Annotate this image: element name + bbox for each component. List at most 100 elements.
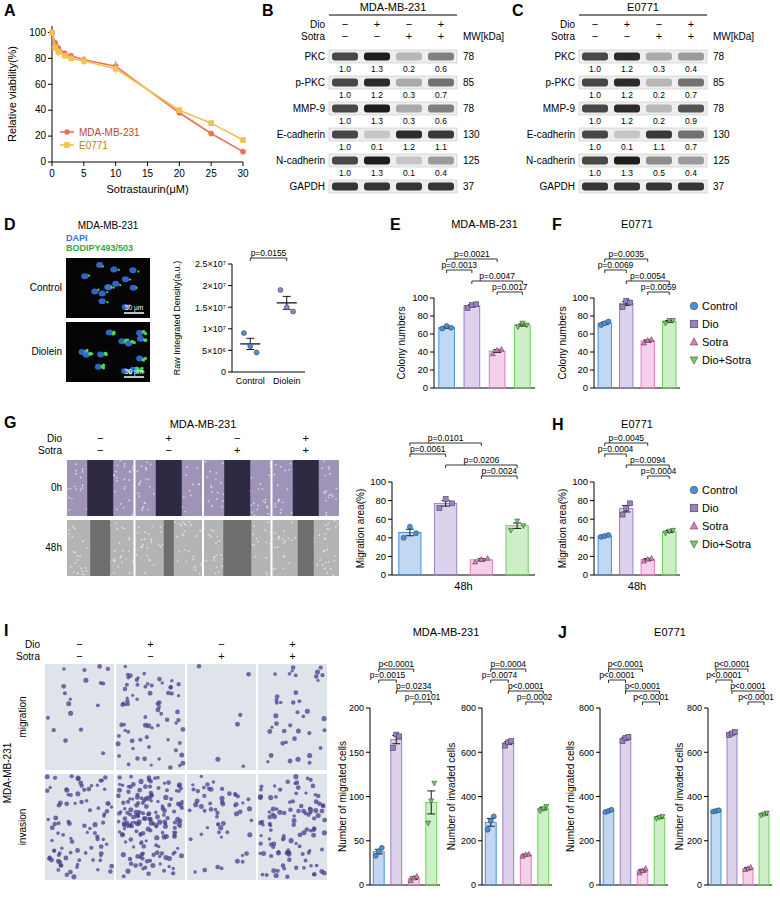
cell [50, 839, 53, 842]
cell [209, 471, 211, 473]
cell [296, 728, 301, 733]
panel-letter: F [552, 216, 562, 233]
mw-header: MW[kDa] [463, 31, 504, 42]
bar [485, 822, 496, 885]
cell [59, 864, 63, 868]
cell [185, 561, 187, 563]
cell [336, 488, 338, 490]
bar [538, 809, 549, 885]
cell [267, 729, 272, 734]
transwell-image [187, 664, 256, 770]
y-tick-label: 1×10⁷ [202, 324, 226, 334]
blot-strip [329, 128, 457, 141]
band [428, 183, 454, 191]
blot-strip [579, 128, 707, 141]
cell [75, 791, 80, 796]
cell [184, 511, 186, 513]
cell [180, 800, 184, 804]
cell [169, 797, 173, 801]
cell [328, 561, 330, 563]
panel-letter: A [4, 2, 16, 19]
cell [172, 834, 177, 839]
blot-strip [579, 180, 707, 193]
cell [52, 728, 56, 732]
cell [81, 487, 83, 489]
y-tick [388, 519, 392, 520]
plot-area [485, 739, 549, 885]
cell [275, 567, 277, 569]
y-tick [590, 575, 594, 576]
cell [183, 496, 185, 498]
mw-label: 125 [713, 155, 730, 166]
point [443, 496, 448, 501]
cell [67, 793, 70, 796]
legend-marker [64, 129, 70, 135]
cell [69, 698, 72, 701]
cell [150, 463, 152, 465]
cell [115, 522, 117, 524]
cell [45, 789, 49, 793]
p-value: p=0.0054 [630, 271, 666, 281]
cell [138, 738, 142, 742]
title-rule [329, 15, 457, 16]
cell [64, 788, 69, 793]
y-tick-label: 80 [577, 310, 588, 321]
bar [439, 327, 455, 388]
p-value: p=0.0017 [492, 282, 528, 292]
cell [146, 682, 150, 686]
treatment-name: Sotra [301, 31, 325, 42]
cell [314, 674, 319, 679]
cell [235, 859, 240, 864]
cell [282, 538, 284, 540]
x-tick [211, 162, 212, 166]
point [520, 321, 525, 326]
p-value: p=0.0101 [405, 692, 441, 702]
band [364, 131, 390, 139]
y-tick [590, 482, 594, 483]
cell [123, 687, 128, 692]
point [241, 331, 246, 336]
cell [141, 539, 143, 541]
comparison-bracket [497, 292, 522, 295]
y-tick [596, 840, 600, 841]
y-axis-title: Colony numbers [557, 307, 568, 380]
cell [114, 475, 116, 477]
mw-label: 85 [713, 77, 725, 88]
point [660, 814, 665, 819]
y-tick-label: 0 [359, 880, 364, 890]
cell [135, 793, 139, 797]
scratch-gap [224, 460, 250, 516]
cell [307, 753, 312, 758]
cell [137, 470, 139, 472]
cell [163, 795, 168, 800]
cell [124, 665, 127, 668]
cell [76, 776, 81, 781]
x-tick [115, 162, 116, 166]
cell [321, 467, 323, 469]
y-tick [704, 752, 708, 753]
cell [250, 818, 254, 822]
y-tick [590, 556, 594, 557]
cell [141, 465, 143, 467]
cell [295, 780, 300, 785]
cell [80, 477, 82, 479]
cell [86, 831, 89, 834]
cell [215, 757, 220, 762]
point [491, 814, 496, 819]
band-value: 0.2 [653, 90, 665, 100]
error-bar [442, 501, 450, 506]
cell [184, 549, 186, 551]
cell [190, 494, 192, 496]
cell [114, 558, 116, 560]
cell [115, 471, 117, 473]
y-tick [388, 537, 392, 538]
treatment-sign: − [76, 650, 82, 662]
cell [291, 512, 293, 514]
cell [259, 842, 263, 846]
cell [199, 804, 204, 809]
legend-marker [690, 504, 698, 512]
cell [73, 551, 75, 553]
band [332, 131, 358, 139]
cell [97, 806, 101, 810]
plot-area [240, 287, 297, 355]
